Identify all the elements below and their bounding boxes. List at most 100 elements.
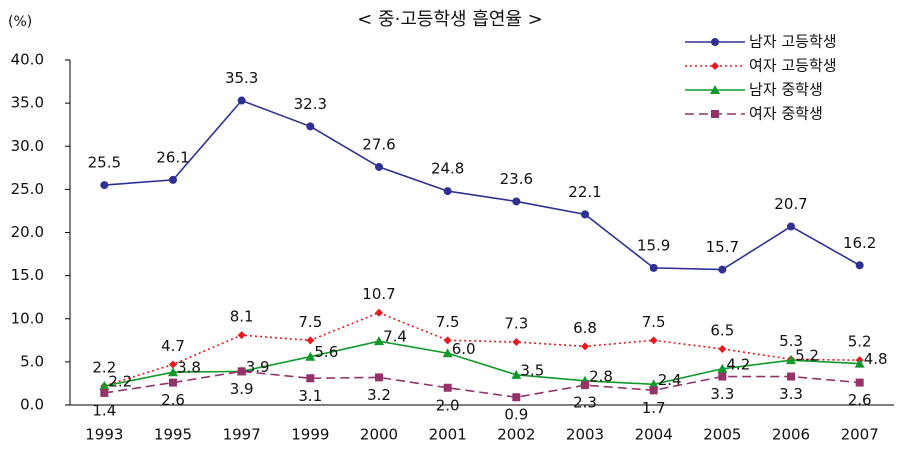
x-tick-label: 1999 bbox=[291, 426, 329, 444]
point-marker bbox=[855, 261, 864, 270]
y-tick-label: 10.0 bbox=[11, 309, 44, 327]
data-label: 2.2 bbox=[108, 373, 132, 391]
y-tick-label: 35.0 bbox=[11, 94, 44, 112]
data-label: 6.0 bbox=[452, 340, 476, 358]
legend-marker bbox=[711, 62, 719, 70]
data-label: 2.3 bbox=[573, 394, 597, 412]
y-tick-label: 30.0 bbox=[11, 137, 44, 155]
point-marker bbox=[512, 393, 521, 402]
x-tick-label: 2002 bbox=[497, 426, 535, 444]
data-label: 4.2 bbox=[726, 355, 750, 373]
x-tick-label: 2006 bbox=[772, 426, 810, 444]
y-tick-label: 40.0 bbox=[11, 51, 44, 69]
data-label: 35.3 bbox=[225, 69, 258, 87]
point-marker bbox=[718, 372, 727, 381]
point-marker bbox=[648, 379, 659, 389]
point-marker bbox=[306, 122, 315, 131]
data-label: 2.4 bbox=[658, 371, 682, 389]
point-marker bbox=[374, 336, 384, 346]
point-marker bbox=[99, 381, 110, 391]
data-label: 4.7 bbox=[161, 337, 185, 355]
point-marker bbox=[237, 331, 246, 340]
data-label: 5.6 bbox=[314, 343, 338, 361]
legend-label: 여자 중학생 bbox=[749, 105, 823, 123]
x-tick-label: 1997 bbox=[223, 426, 261, 444]
point-marker bbox=[854, 358, 865, 368]
data-label: 7.5 bbox=[436, 313, 460, 331]
legend-label: 여자 고등학생 bbox=[749, 57, 837, 75]
y-tick-label: 20.0 bbox=[11, 223, 44, 241]
data-label: 5.2 bbox=[848, 333, 872, 351]
x-tick-label: 2005 bbox=[703, 426, 741, 444]
y-tick-label: 5.0 bbox=[20, 352, 44, 370]
point-marker bbox=[787, 222, 795, 231]
data-label: 16.2 bbox=[843, 234, 876, 252]
series-line bbox=[104, 370, 860, 399]
point-marker bbox=[512, 338, 521, 347]
series-line bbox=[104, 99, 861, 271]
point-marker bbox=[306, 374, 315, 383]
data-label: 4.8 bbox=[864, 350, 888, 368]
point-marker bbox=[718, 265, 727, 274]
point-marker bbox=[100, 388, 109, 397]
point-marker bbox=[649, 263, 658, 272]
data-label: 3.9 bbox=[246, 358, 270, 376]
data-label: 8.1 bbox=[230, 308, 254, 326]
series-line bbox=[104, 311, 860, 387]
data-label: 24.8 bbox=[431, 160, 464, 178]
data-label: 2.2 bbox=[92, 359, 116, 377]
data-label: 6.8 bbox=[573, 319, 597, 337]
chart-title: < 중·고등학생 흡연율 > bbox=[357, 9, 543, 30]
data-label: 7.5 bbox=[642, 313, 666, 331]
point-marker bbox=[649, 386, 658, 395]
point-marker bbox=[649, 336, 658, 345]
x-tick-label: 2000 bbox=[360, 426, 398, 444]
y-tick-label: 0.0 bbox=[20, 396, 44, 414]
point-marker bbox=[717, 363, 728, 373]
x-tick-label: 2007 bbox=[841, 426, 879, 444]
data-label: 3.3 bbox=[779, 385, 803, 403]
data-label: 3.5 bbox=[520, 361, 544, 379]
data-label: 23.6 bbox=[500, 170, 533, 188]
legend-marker bbox=[711, 110, 719, 118]
data-label: 7.4 bbox=[383, 328, 407, 346]
data-label: 26.1 bbox=[156, 148, 189, 166]
point-marker bbox=[100, 181, 109, 190]
legend-label: 남자 중학생 bbox=[749, 81, 823, 99]
series-line bbox=[104, 340, 860, 387]
data-label: 2.0 bbox=[436, 396, 460, 414]
point-marker bbox=[718, 344, 727, 353]
data-label: 3.9 bbox=[230, 380, 254, 398]
data-label: 7.3 bbox=[504, 315, 528, 333]
x-tick-label: 2003 bbox=[566, 426, 604, 444]
point-marker bbox=[511, 369, 522, 379]
x-tick-label: 2004 bbox=[635, 426, 673, 444]
point-marker bbox=[855, 378, 864, 387]
point-marker bbox=[169, 175, 177, 184]
data-label: 3.2 bbox=[367, 386, 391, 404]
point-marker bbox=[786, 355, 796, 365]
point-marker bbox=[375, 373, 383, 382]
point-marker bbox=[581, 342, 589, 351]
point-marker bbox=[512, 197, 521, 206]
point-marker bbox=[443, 187, 452, 196]
data-label: 1.7 bbox=[642, 399, 666, 417]
point-marker bbox=[581, 381, 589, 390]
data-label: 27.6 bbox=[362, 135, 395, 153]
x-tick-label: 2001 bbox=[429, 426, 467, 444]
data-label: 7.5 bbox=[298, 313, 322, 331]
point-marker bbox=[443, 336, 452, 345]
data-label: 2.8 bbox=[589, 367, 613, 385]
legend-marker bbox=[710, 85, 720, 94]
point-marker bbox=[443, 383, 452, 392]
point-marker bbox=[787, 372, 795, 381]
y-tick-label: 25.0 bbox=[11, 180, 44, 198]
data-label: 15.9 bbox=[637, 236, 670, 254]
data-label: 5.3 bbox=[779, 332, 803, 350]
point-marker bbox=[169, 378, 177, 387]
legend-label: 남자 고등학생 bbox=[749, 33, 837, 51]
data-label: 2.6 bbox=[848, 391, 872, 409]
point-marker bbox=[237, 96, 246, 105]
data-label: 32.3 bbox=[294, 95, 327, 113]
